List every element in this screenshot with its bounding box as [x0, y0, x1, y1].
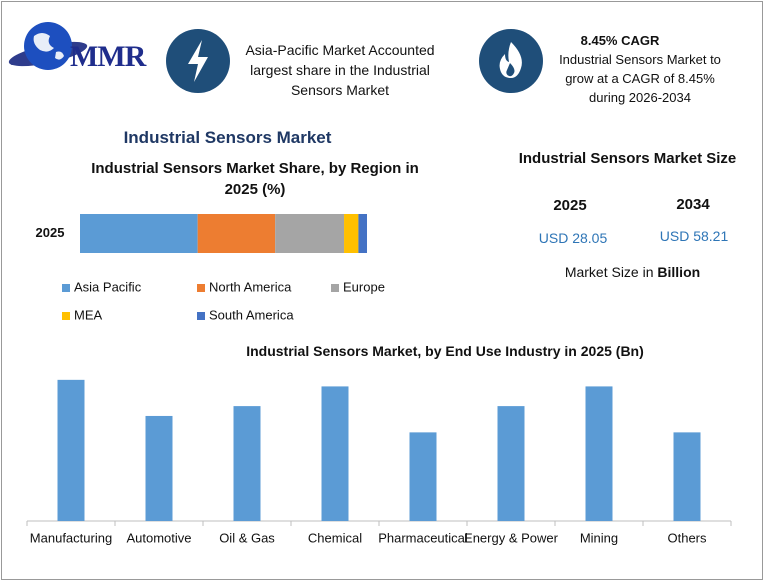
bar — [145, 415, 173, 521]
legend-swatch — [197, 312, 205, 320]
legend-label: North America — [209, 279, 292, 294]
cagr-line: Industrial Sensors Market to — [559, 52, 721, 67]
market-note-text: Market Size in — [564, 264, 654, 280]
legend-swatch — [197, 284, 205, 292]
bar-segment — [275, 214, 345, 253]
logo-text: MMR — [70, 40, 146, 73]
legend-swatch — [62, 312, 70, 320]
bar-segment — [358, 214, 367, 253]
x-tick-label: Others — [667, 530, 707, 545]
cagr: 8.45% CAGR Industrial Sensors Market to … — [535, 31, 745, 107]
bar-segment — [80, 214, 198, 253]
bar-segment — [344, 214, 359, 253]
market-value: USD 58.21 — [659, 228, 729, 244]
cagr-title: 8.45% CAGR — [580, 33, 660, 48]
highlight-line: Asia-Pacific Market Accounted — [245, 42, 435, 58]
x-tick-label: Oil & Gas — [219, 530, 275, 545]
bar — [233, 406, 261, 521]
y-tick-label: 2025 — [36, 225, 65, 240]
legend-swatch — [62, 284, 70, 292]
highlight-line: Sensors Market — [290, 82, 390, 98]
bar — [409, 432, 437, 521]
chart-title: Industrial Sensors Market, by End Use In… — [246, 343, 644, 359]
legend-label: Asia Pacific — [74, 279, 142, 294]
logo-globe — [8, 22, 88, 70]
bar — [321, 386, 349, 521]
legend-label: MEA — [74, 307, 103, 322]
bar — [497, 406, 525, 521]
bar — [673, 432, 701, 521]
x-tick-label: Pharmaceutical — [378, 530, 468, 545]
market-value: USD 28.05 — [538, 230, 608, 246]
market-note-unit: Billion — [657, 264, 701, 280]
legend-swatch — [331, 284, 339, 292]
highlight-line: largest share in the Industrial — [250, 62, 430, 78]
market-year: 2034 — [676, 196, 710, 213]
chart-title: Industrial Sensors Market Share, by Regi… — [91, 160, 419, 198]
highlight: Asia-Pacific Market Accounted largest sh… — [230, 40, 450, 100]
cagr-line: grow at a CAGR of 8.45% — [565, 71, 715, 86]
bar-segment — [197, 214, 276, 253]
legend-label: South America — [209, 307, 294, 322]
icon-flame — [499, 42, 522, 78]
icon-bolt — [188, 40, 208, 82]
x-tick-label: Mining — [580, 530, 618, 545]
bar — [585, 386, 613, 521]
x-tick-label: Automotive — [126, 530, 191, 545]
cagr-line: during 2026-2034 — [589, 90, 691, 105]
x-tick-label: Energy & Power — [464, 530, 559, 545]
icon-flame-core — [506, 63, 515, 77]
market-note: Market Size in Billion — [540, 264, 725, 280]
market-year: 2025 — [553, 197, 587, 214]
x-tick-label: Chemical — [308, 530, 362, 545]
x-tick-label: Manufacturing — [30, 530, 112, 545]
bar — [57, 379, 85, 521]
market-size-title: Industrial Sensors Market Size — [518, 150, 737, 167]
section-title: Industrial Sensors Market — [123, 128, 332, 147]
legend-label: Europe — [343, 279, 385, 294]
